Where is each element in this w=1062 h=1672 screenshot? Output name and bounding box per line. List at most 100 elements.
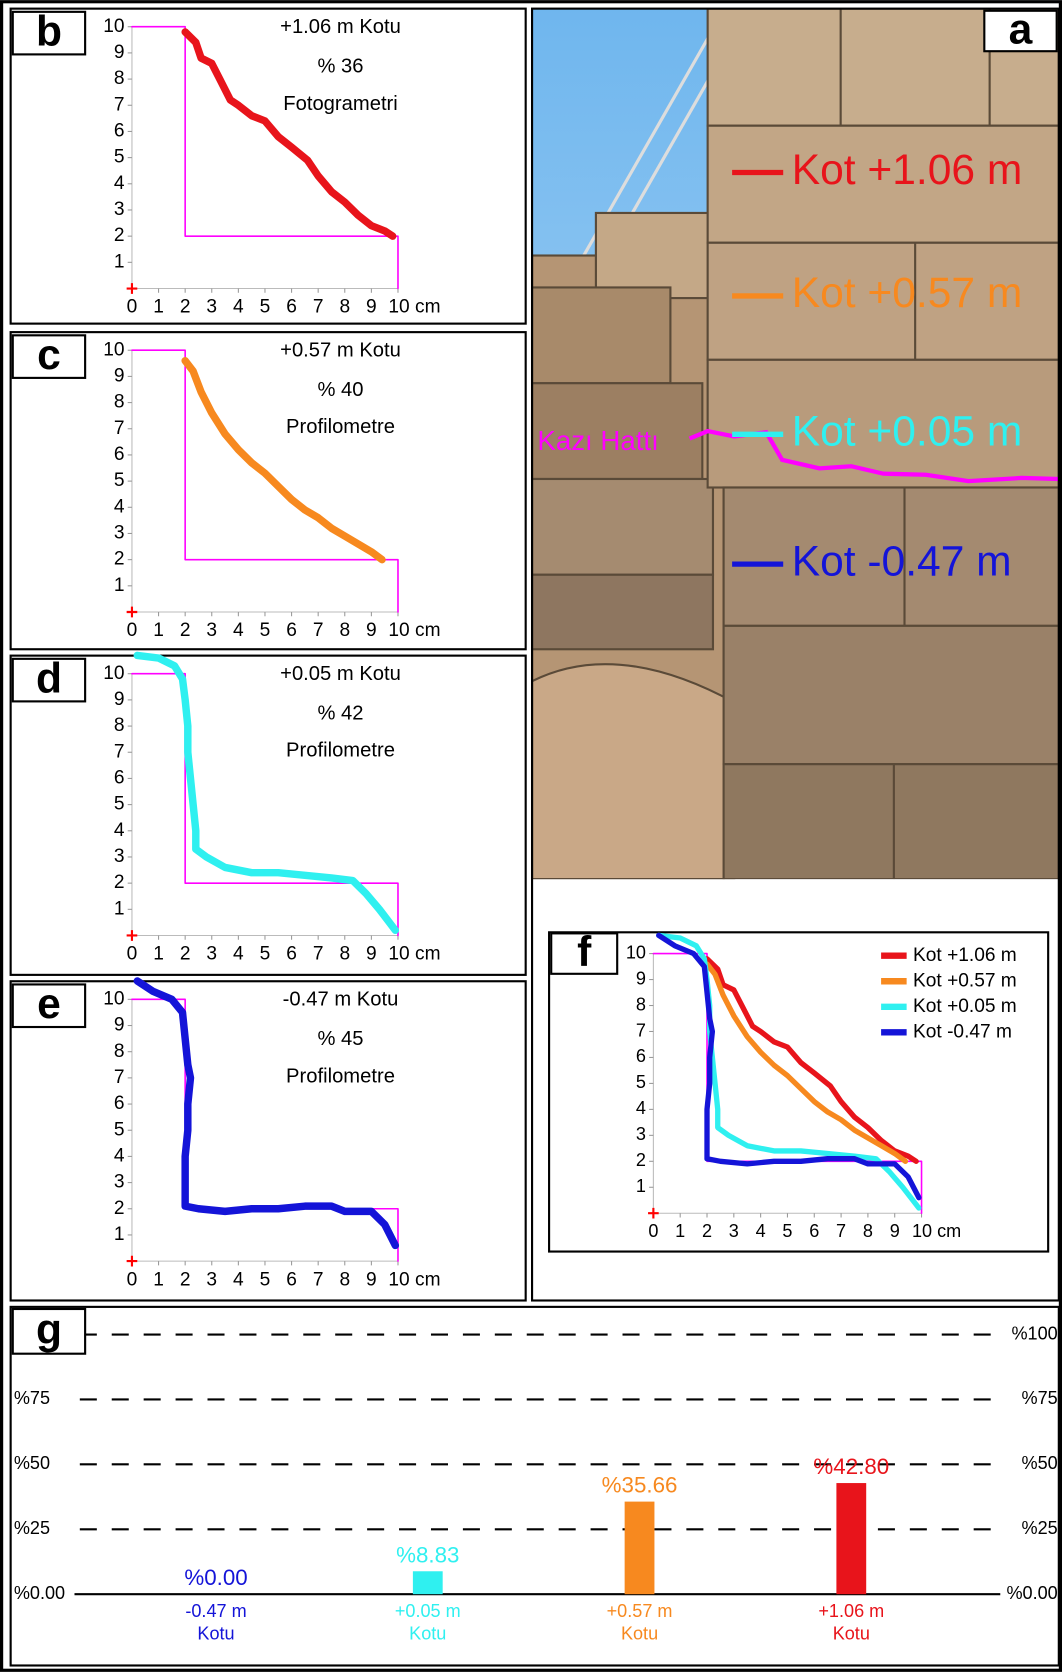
panel-letter: d (36, 654, 62, 702)
y-tick-label: 8 (636, 994, 646, 1014)
legend-label: Kot +0.57 m (913, 970, 1017, 991)
x-tick-note: Kotu (621, 1623, 658, 1643)
x-tick-label: 2 (180, 620, 191, 641)
y-tick-label: %75 (1022, 1388, 1058, 1408)
x-tick-label: 10 cm (388, 297, 440, 318)
x-tick-label: 10 cm (388, 944, 440, 965)
y-tick-label: 10 (103, 988, 124, 1009)
x-tick-note: Kotu (409, 1623, 446, 1643)
reference-line (133, 651, 400, 934)
annotation: Profilometre (286, 416, 395, 438)
x-tick-label: 6 (286, 1269, 297, 1290)
x-tick-label: 8 (339, 1269, 350, 1290)
x-tick-label: 8 (863, 1221, 873, 1241)
origin-cross (126, 606, 138, 618)
legend-label: Kot -0.47 m (913, 1021, 1012, 1042)
reference-line (133, 977, 400, 1250)
x-tick-label: 5 (260, 620, 271, 641)
x-tick-label: 5 (782, 1221, 792, 1241)
value-label: %42.80 (813, 1454, 889, 1479)
x-tick-label: +0.05 m (395, 1601, 461, 1621)
reference-line (181, 356, 386, 564)
y-tick-label: 9 (636, 968, 646, 988)
bar (412, 1571, 443, 1595)
x-tick-label: 4 (233, 297, 244, 318)
y-tick-label: 4 (114, 496, 125, 517)
series-line (704, 956, 919, 1164)
y-tick-label: %75 (14, 1388, 50, 1408)
y-tick-label: 5 (114, 794, 125, 815)
stones (532, 8, 1059, 880)
annotation: +0.57 m Kotu (280, 340, 401, 362)
x-tick-label: 1 (153, 620, 164, 641)
x-tick-label: 9 (890, 1221, 900, 1241)
x-tick-label: 5 (260, 297, 271, 318)
photo-label: Kot +1.06 m (792, 146, 1023, 194)
photo-label: Kot +0.57 m (792, 269, 1023, 317)
y-tick-label: 10 (103, 663, 124, 684)
x-tick-label: 9 (366, 297, 377, 318)
y-tick-label: 3 (114, 523, 125, 544)
origin-cross (126, 930, 138, 941)
x-tick-label: 0 (127, 1269, 138, 1290)
annotation: +0.05 m Kotu (280, 663, 401, 685)
y-tick-label: 8 (114, 68, 125, 89)
x-tick-label: 6 (286, 297, 297, 318)
y-tick-label: 6 (114, 444, 125, 465)
y-tick-label: 8 (114, 1041, 125, 1062)
x-tick-note: Kotu (833, 1623, 870, 1643)
x-tick-label: 1 (153, 1269, 164, 1290)
x-tick-label: 0 (127, 620, 138, 641)
panel-letter-box (11, 657, 87, 703)
y-tick-label: %50 (14, 1453, 50, 1473)
y-tick-label: 3 (114, 1172, 125, 1193)
x-tick-label: 2 (702, 1221, 712, 1241)
x-tick-label: 0 (648, 1221, 658, 1241)
y-tick-label: 6 (114, 1093, 125, 1114)
reference-line (131, 672, 399, 937)
x-tick-label: 7 (313, 944, 324, 965)
annotation: % 40 (317, 379, 363, 401)
annotation: Profilometre (286, 740, 395, 762)
y-tick-label: 3 (114, 846, 125, 867)
annotation: Fotogrametri (283, 93, 398, 115)
value-label: %35.66 (602, 1473, 678, 1498)
panel-letter-box (11, 334, 87, 379)
y-tick-label: 2 (114, 1198, 125, 1219)
x-tick-label: 8 (339, 297, 350, 318)
panel-letter: e (37, 980, 61, 1028)
value-label: %8.83 (396, 1542, 459, 1567)
x-tick-label: 4 (233, 944, 244, 965)
x-tick-label: 6 (286, 944, 297, 965)
y-tick-label: 5 (114, 1119, 125, 1140)
y-tick-label: 7 (114, 94, 125, 115)
y-tick-label: 6 (636, 1046, 646, 1066)
y-tick-label: 4 (636, 1098, 646, 1118)
x-tick-label: 7 (313, 620, 324, 641)
x-tick-label: 9 (366, 1269, 377, 1290)
x-tick-label: 8 (339, 620, 350, 641)
x-tick-label: 4 (233, 1269, 244, 1290)
x-tick-label: 1 (675, 1221, 685, 1241)
panel-letter: a (1009, 5, 1033, 53)
value-label: %0.00 (184, 1565, 247, 1590)
x-tick-label: 4 (756, 1221, 766, 1241)
x-tick-label: 10 cm (912, 1221, 961, 1241)
y-tick-label: 1 (114, 1224, 125, 1245)
x-tick-label: 10 cm (388, 1269, 440, 1290)
y-tick-label: 4 (114, 173, 125, 194)
y-tick-label: 10 (103, 339, 124, 360)
x-tick-label: 0 (127, 944, 138, 965)
y-tick-label: 3 (636, 1124, 646, 1144)
x-tick-label: 3 (206, 297, 217, 318)
panel-letter-box (11, 10, 87, 56)
y-tick-label: 2 (114, 872, 125, 893)
y-tick-label: 7 (114, 418, 125, 439)
y-tick-label: %0.00 (1006, 1583, 1057, 1603)
x-tick-label: 1 (153, 297, 164, 318)
y-tick-label: 5 (636, 1072, 646, 1092)
x-tick-label: 7 (313, 297, 324, 318)
x-tick-label: 2 (180, 944, 191, 965)
x-tick-label: 2 (180, 1269, 191, 1290)
